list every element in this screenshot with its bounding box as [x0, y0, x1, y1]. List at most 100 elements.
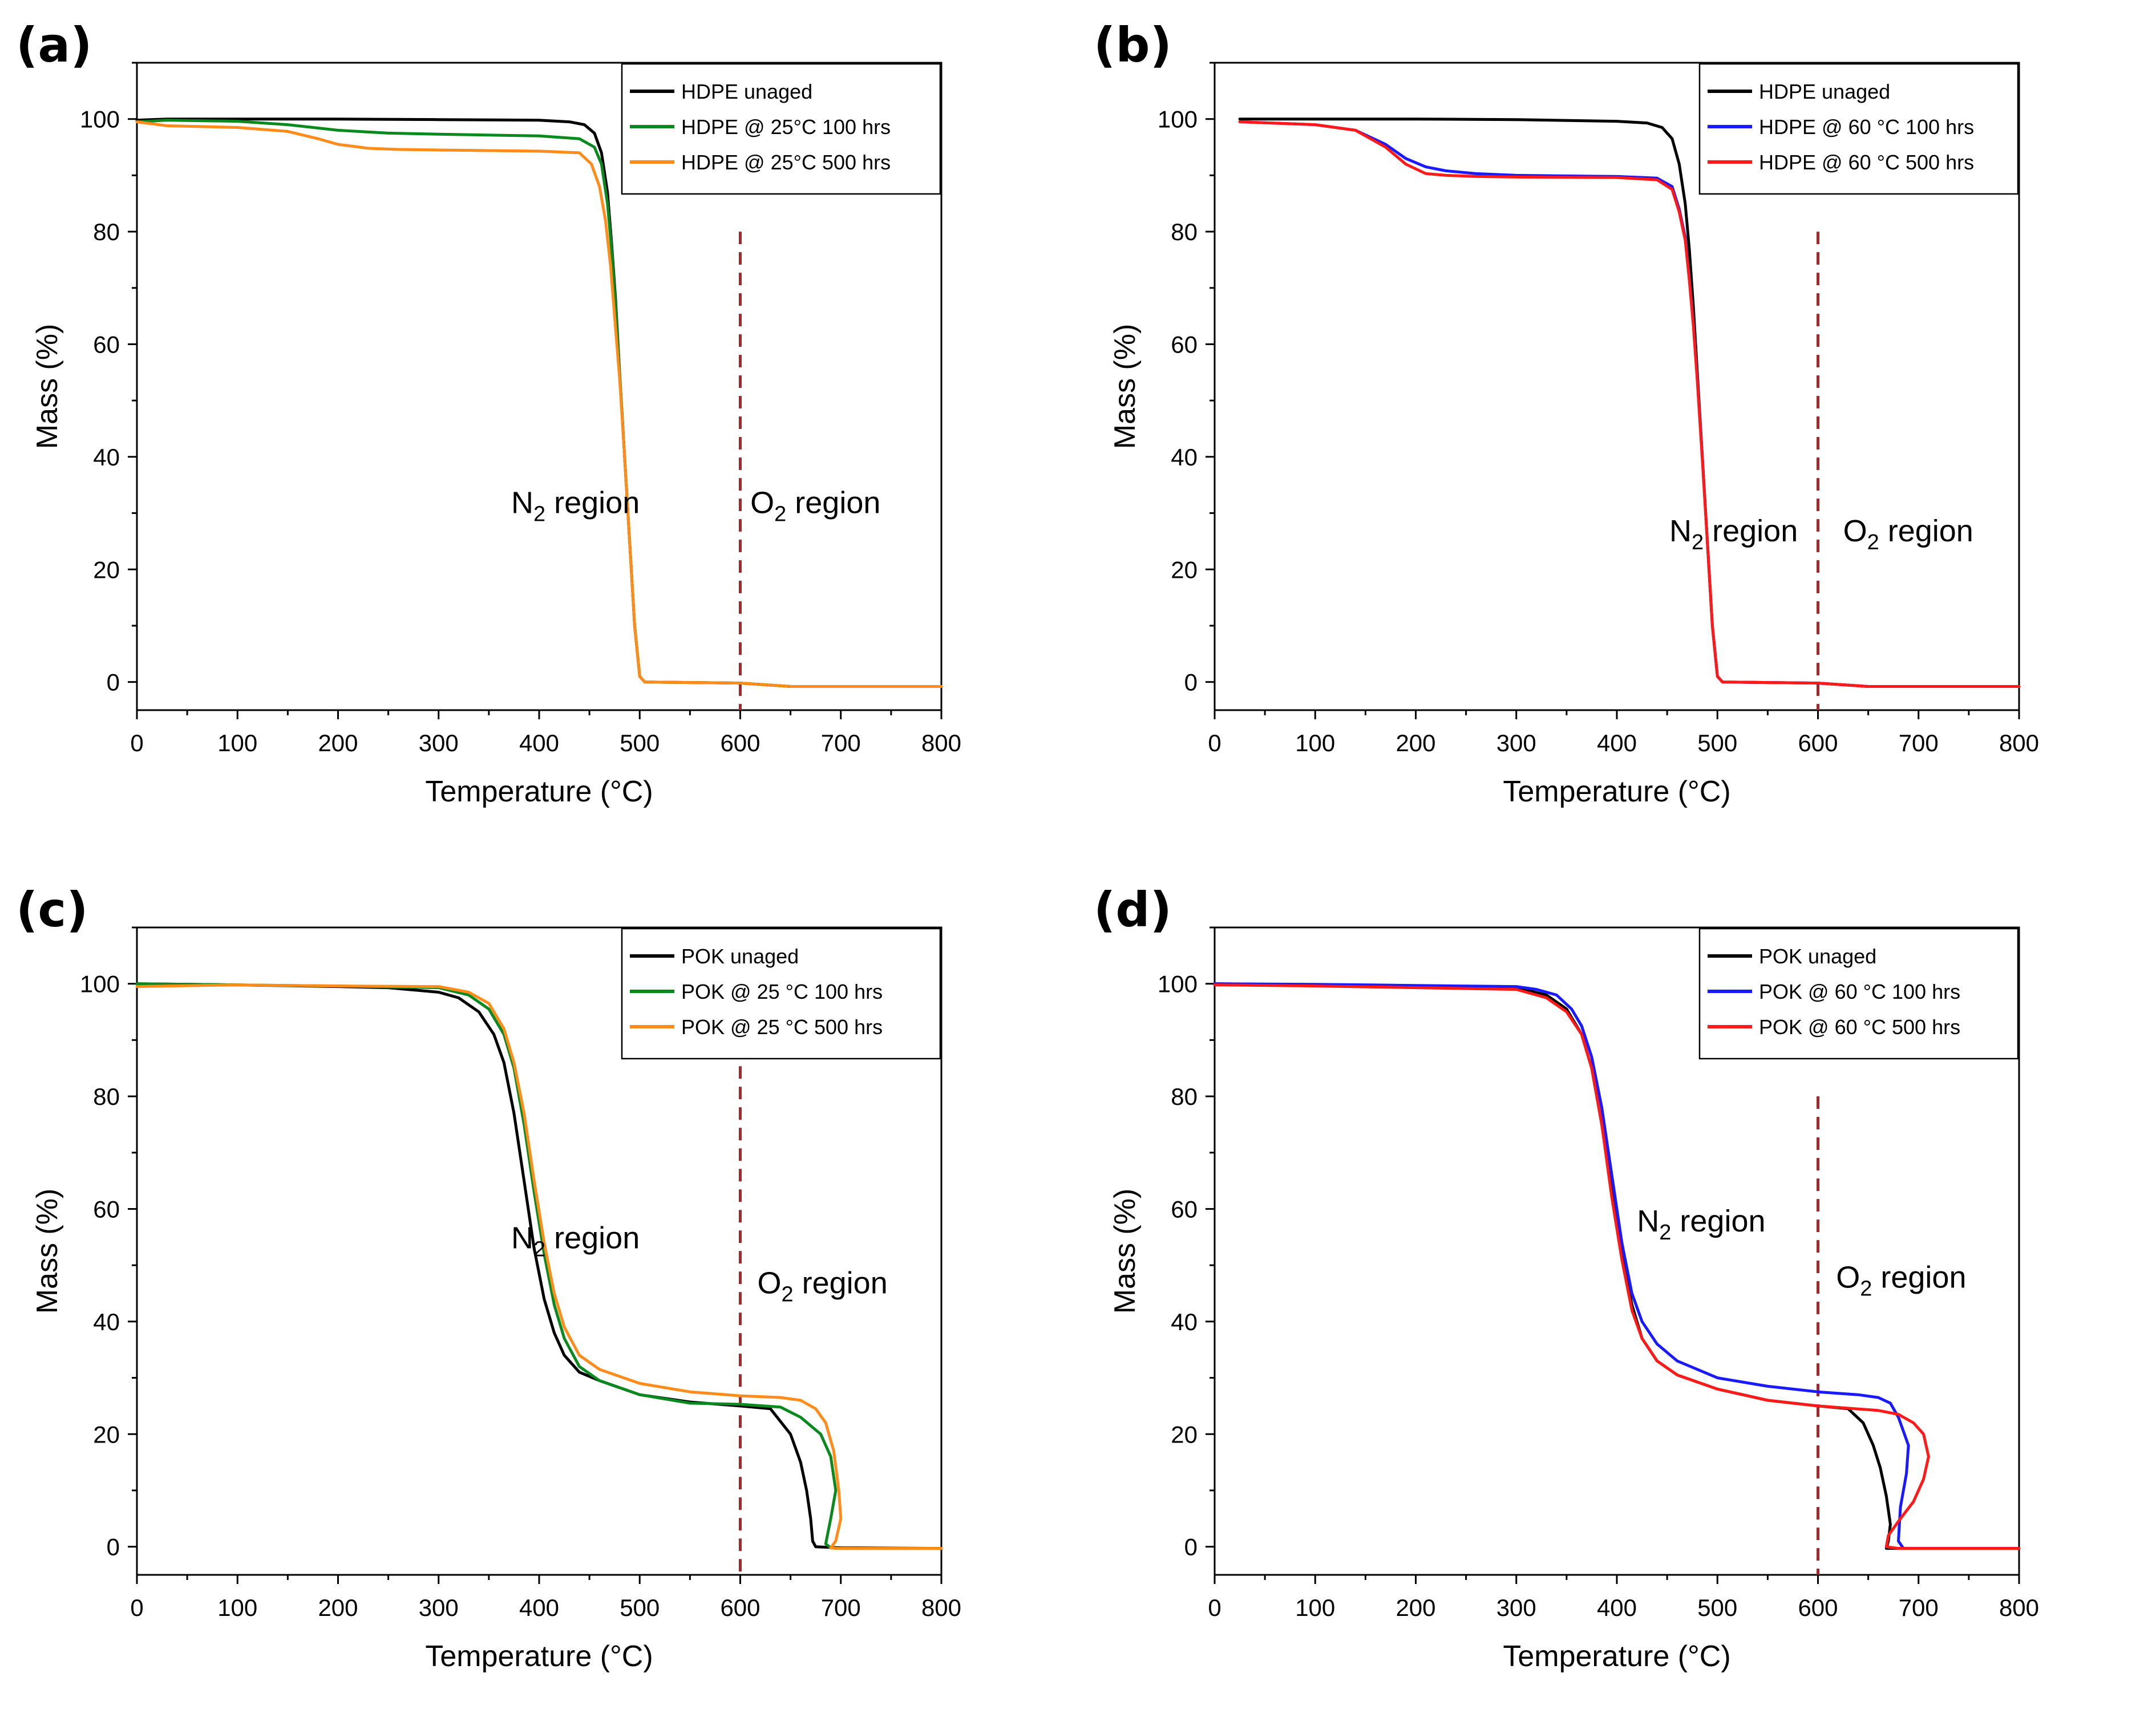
- y-tick-label: 80: [93, 1083, 120, 1110]
- y-tick-label: 60: [93, 331, 120, 358]
- x-tick-label: 400: [1597, 730, 1637, 756]
- o2-region-label: O2 region: [757, 1266, 887, 1307]
- legend: POK unaged POK @ 60 °C 100 hrs POK @ 60 °C…: [1698, 927, 2019, 1060]
- x-tick-label: 300: [419, 730, 459, 756]
- x-tick-label: 300: [1496, 1594, 1536, 1621]
- y-tick-label: 60: [1171, 1196, 1198, 1222]
- y-tick-label: 0: [107, 1534, 120, 1561]
- x-tick-label: 800: [921, 730, 961, 756]
- x-tick-label: 500: [620, 730, 660, 756]
- x-tick-label: 0: [130, 730, 143, 756]
- o2-region-label: O2 region: [750, 486, 880, 526]
- x-tick-label: 400: [519, 1594, 559, 1621]
- y-axis-title: Mass (%): [31, 1189, 64, 1314]
- x-axis-title: Temperature (°C): [425, 1640, 653, 1673]
- x-tick-label: 500: [1697, 1594, 1737, 1621]
- x-tick-label: 0: [1208, 730, 1221, 756]
- chart-c: (c) 0 100 200 300 400 500 600 700 800 0 20 40 60 80 100…: [16, 882, 961, 1673]
- x-axis-title: Temperature (°C): [425, 775, 653, 808]
- legend-box: [1698, 63, 2019, 195]
- y-tick-label: 100: [80, 106, 120, 133]
- y-tick-label: 20: [93, 556, 120, 583]
- y-tick-label: 20: [1171, 556, 1198, 583]
- x-tick-label: 200: [318, 730, 358, 756]
- chart-d: (d) 0 100 200 300 400 500 600 700 800 0 20 40 60 80 100…: [1094, 882, 2039, 1673]
- panel-label: (a): [16, 17, 92, 73]
- y-tick-label: 20: [93, 1421, 120, 1448]
- series-line-1: [135, 982, 943, 1550]
- x-tick-label: 600: [1798, 730, 1838, 756]
- x-tick-label: 700: [1899, 1594, 1939, 1621]
- y-tick-label: 0: [1184, 1534, 1198, 1561]
- x-tick-label: 0: [1208, 1594, 1221, 1621]
- legend-label: POK @ 60 °C 500 hrs: [1759, 1015, 1960, 1039]
- x-tick-label: 100: [217, 730, 257, 756]
- x-tick-label: 800: [921, 1594, 961, 1621]
- panel-label: (d): [1094, 882, 1172, 938]
- legend: HDPE unaged HDPE @ 60 °C 100 hrs HDPE @ 60…: [1698, 63, 2019, 195]
- series-line-2: [135, 982, 943, 1550]
- y-tick-label: 100: [1158, 971, 1198, 998]
- legend-label: POK unaged: [1759, 945, 1876, 968]
- x-tick-label: 300: [1496, 730, 1536, 756]
- series-line-1: [135, 118, 943, 688]
- x-tick-label: 200: [1395, 730, 1435, 756]
- panel-label: (b): [1094, 17, 1172, 73]
- legend-label: POK @ 25 °C 500 hrs: [681, 1015, 883, 1039]
- y-tick-label: 40: [1171, 444, 1198, 471]
- y-tick-label: 80: [1171, 1083, 1198, 1110]
- x-tick-label: 700: [821, 730, 861, 756]
- legend-label: HDPE @ 25°C 100 hrs: [681, 115, 891, 139]
- y-tick-label: 100: [80, 971, 120, 998]
- y-tick-label: 40: [93, 1308, 120, 1335]
- x-tick-label: 200: [318, 1594, 358, 1621]
- series-line-3: [1238, 120, 2021, 688]
- y-axis-title: Mass (%): [1109, 1189, 1142, 1314]
- x-tick-label: 800: [1999, 730, 2039, 756]
- panel-label: (c): [16, 882, 88, 938]
- x-tick-label: 600: [720, 730, 760, 756]
- legend-label: HDPE @ 60 °C 100 hrs: [1759, 115, 1974, 139]
- x-tick-label: 400: [519, 730, 559, 756]
- panel-c: (c) 0 100 200 300 400 500 600 700 800 0 20 40 60 80 100…: [0, 865, 1078, 1729]
- legend-label: POK @ 25 °C 100 hrs: [681, 980, 883, 1003]
- y-axis-title: Mass (%): [1109, 324, 1142, 449]
- legend-label: POK unaged: [681, 945, 799, 968]
- y-tick-label: 100: [1158, 106, 1198, 133]
- y-tick-label: 60: [93, 1196, 120, 1222]
- y-tick-label: 80: [93, 218, 120, 245]
- x-tick-label: 500: [620, 1594, 660, 1621]
- chart-a: (a) 0 100 200 300 400 500 600 700 800 0 20 40 60 80 100…: [16, 17, 961, 808]
- legend: HDPE unaged HDPE @ 25°C 100 hrs HDPE @ 25°…: [621, 63, 941, 195]
- panel-b: (b) 0 100 200 300 400 500 600 700 800 0 20 40 60 80 100…: [1078, 0, 2155, 865]
- series-line-3: [135, 120, 943, 688]
- legend-label: HDPE @ 25°C 500 hrs: [681, 151, 891, 174]
- series-line-3: [1213, 983, 2021, 1550]
- series-line-3: [135, 983, 943, 1550]
- x-tick-label: 100: [1295, 1594, 1335, 1621]
- o2-region-label: O2 region: [1836, 1261, 1966, 1301]
- x-tick-label: 300: [419, 1594, 459, 1621]
- x-axis-title: Temperature (°C): [1503, 1640, 1730, 1673]
- n2-region-label: N2 region: [511, 1221, 640, 1262]
- y-tick-label: 80: [1171, 218, 1198, 245]
- x-tick-label: 800: [1999, 1594, 2039, 1621]
- x-tick-label: 100: [217, 1594, 257, 1621]
- x-tick-label: 600: [720, 1594, 760, 1621]
- legend-label: HDPE unaged: [681, 80, 812, 103]
- legend: POK unaged POK @ 25 °C 100 hrs POK @ 25 °C…: [621, 927, 941, 1060]
- y-tick-label: 0: [1184, 669, 1198, 696]
- x-tick-label: 0: [130, 1594, 143, 1621]
- x-tick-label: 500: [1697, 730, 1737, 756]
- o2-region-label: O2 region: [1843, 514, 1973, 554]
- x-tick-label: 400: [1597, 1594, 1637, 1621]
- legend-label: POK @ 60 °C 100 hrs: [1759, 980, 1960, 1003]
- x-tick-label: 700: [821, 1594, 861, 1621]
- chart-b: (b) 0 100 200 300 400 500 600 700 800 0 20 40 60 80 100…: [1094, 17, 2039, 808]
- n2-region-label: N2 region: [1669, 514, 1798, 554]
- legend-box: [621, 63, 941, 195]
- y-tick-label: 40: [1171, 1308, 1198, 1335]
- y-tick-label: 40: [93, 444, 120, 471]
- x-tick-label: 200: [1395, 1594, 1435, 1621]
- n2-region-label: N2 region: [511, 486, 640, 526]
